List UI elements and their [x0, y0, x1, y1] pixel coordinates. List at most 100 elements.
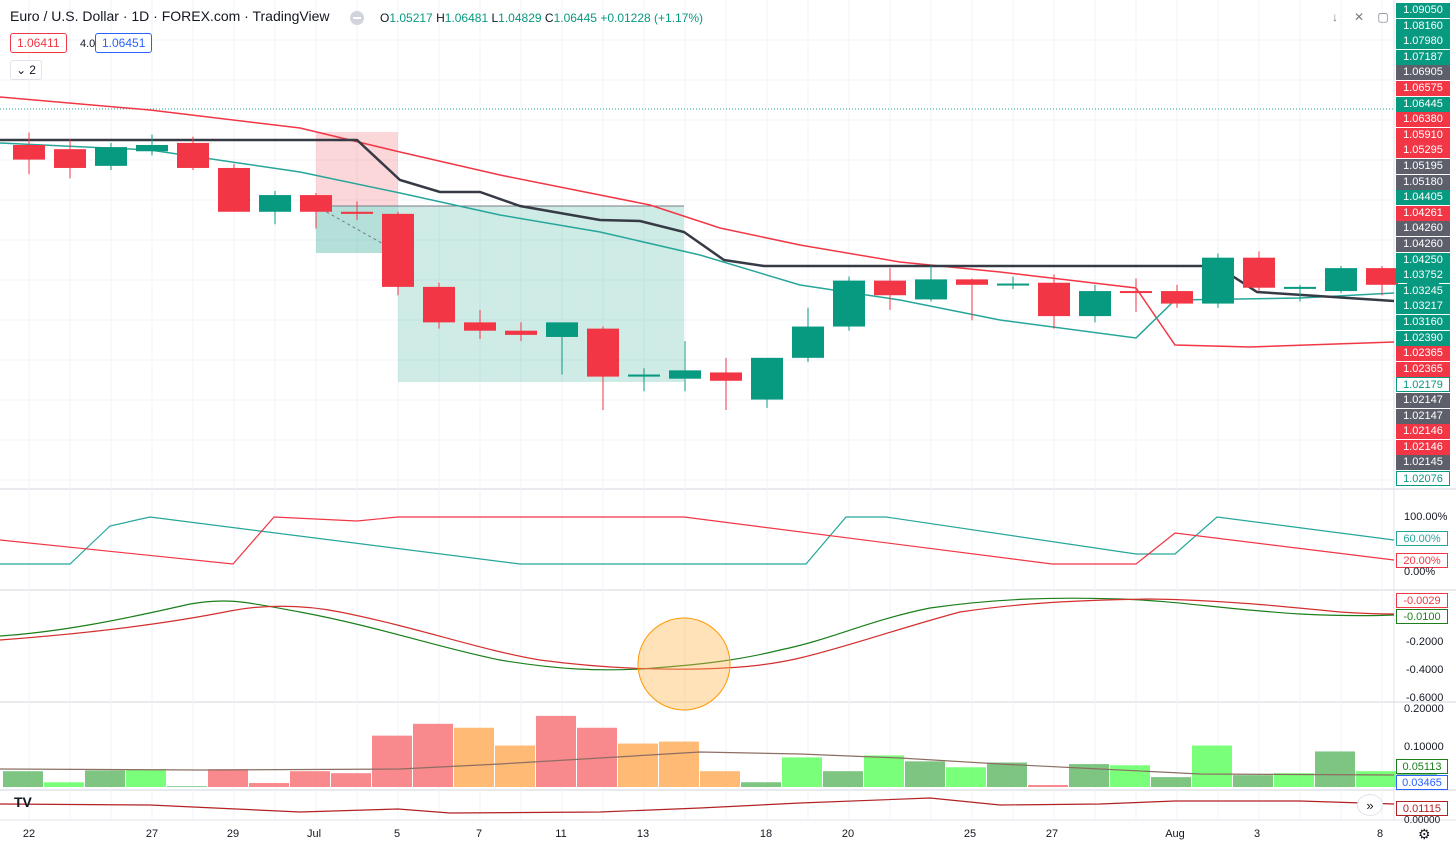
date-tick: 27	[1045, 828, 1059, 840]
volume-bar	[536, 715, 576, 787]
candle-body	[1161, 291, 1193, 304]
volume-bar	[495, 745, 535, 787]
stoch-k-line	[0, 516, 1395, 565]
candle-body	[1284, 286, 1316, 289]
candle-body	[587, 328, 619, 377]
macd-line	[0, 597, 1395, 671]
price-axis-label: 1.02390	[1396, 330, 1450, 346]
volume-bar	[659, 741, 699, 787]
arrow-down-icon[interactable]: ↓	[1332, 10, 1338, 24]
volume-bar	[208, 769, 248, 787]
date-tick: 13	[636, 828, 650, 840]
date-tick: 25	[963, 828, 977, 840]
candle-body	[136, 145, 168, 152]
toggle-visibility-icon[interactable]	[350, 11, 364, 25]
stoch-red-label: 20.00%	[1396, 553, 1448, 568]
volume-bar	[1110, 765, 1150, 787]
price-axis-label: 1.05295	[1396, 143, 1450, 159]
candle-body	[382, 213, 414, 287]
volume-bar	[1233, 775, 1273, 787]
date-tick: 27	[145, 828, 159, 840]
volume-bar	[782, 757, 822, 787]
candle-body	[300, 195, 332, 212]
volume-tick-2: 0.10000	[1404, 741, 1444, 753]
volume-bar	[1151, 777, 1191, 787]
price-axis-label: 1.03245	[1396, 283, 1450, 299]
volume-bar	[1069, 764, 1109, 787]
price-axis-label: 1.08160	[1396, 18, 1450, 34]
candle-body	[915, 279, 947, 300]
candle-body	[54, 149, 86, 168]
sell-price-button[interactable]: 1.06411	[10, 33, 67, 53]
candle-body	[13, 145, 45, 160]
tradingview-logo-icon: TV	[14, 794, 32, 810]
buy-price-button[interactable]: 1.06451	[95, 33, 153, 53]
gear-icon[interactable]: ⚙	[1418, 826, 1431, 842]
price-axis-label: 1.03217	[1396, 299, 1450, 315]
candle-body	[546, 322, 578, 337]
indicator-count: 2	[29, 63, 36, 77]
volume-bar	[167, 786, 207, 787]
price-axis-label: 1.02076	[1396, 471, 1450, 486]
macd-tick-3: -0.6000	[1406, 692, 1444, 704]
candle-body	[464, 322, 496, 331]
volume-bar	[905, 761, 945, 787]
open-value: 1.05217	[389, 11, 433, 25]
price-axis-label: 1.07187	[1396, 49, 1450, 65]
price-axis-label: 1.03752	[1396, 268, 1450, 284]
date-tick: 7	[475, 828, 483, 840]
stoch-bottom-tick: 0.00%	[1404, 566, 1436, 578]
highlight-circle	[637, 617, 731, 711]
date-tick: 11	[555, 828, 567, 840]
price-axis-label: 1.02146	[1396, 439, 1450, 455]
candle-body	[792, 326, 824, 358]
price-axis-label: 1.04405	[1396, 190, 1450, 206]
candle-body	[218, 167, 250, 212]
close-icon[interactable]: ✕	[1353, 10, 1365, 24]
volume-bar	[372, 735, 412, 787]
volume-bar	[126, 769, 166, 787]
candle-body	[874, 280, 906, 296]
volume-bar	[1315, 751, 1355, 787]
stoch-top-tick: 100.00%	[1404, 511, 1448, 523]
candle-body	[341, 211, 373, 214]
symbol-title[interactable]: Euro / U.S. Dollar · 1D · FOREX.com · Tr…	[10, 8, 330, 24]
volume-bar	[1356, 771, 1396, 787]
volume-bar	[3, 771, 43, 787]
low-label: L	[491, 11, 499, 25]
price-axis-label: 1.06575	[1396, 81, 1450, 96]
candle-body	[1366, 268, 1398, 285]
volume-bar	[618, 743, 658, 787]
teal-moving-average	[0, 142, 1395, 339]
volume-blue-label: 0.03465	[1396, 775, 1448, 790]
chevron-down-icon: ⌄	[16, 63, 27, 77]
candle-body	[423, 286, 455, 323]
volume-bar	[1274, 773, 1314, 787]
macd-tick-2: -0.4000	[1406, 664, 1444, 676]
price-axis-label: 1.04260	[1396, 237, 1450, 252]
stop-loss-zone	[316, 132, 398, 206]
maximize-icon[interactable]: ▢	[1377, 10, 1389, 24]
open-label: O	[380, 11, 390, 25]
volume-bar	[454, 727, 494, 787]
stoch-teal-label: 60.00%	[1396, 531, 1448, 546]
scroll-to-realtime-icon[interactable]: »	[1357, 794, 1383, 816]
macd-signal-label: -0.0029	[1396, 593, 1448, 608]
volume-green-label: 0.05113	[1396, 759, 1448, 774]
volume-bar	[413, 723, 453, 787]
candle-body	[1079, 291, 1111, 317]
trade-path-line	[315, 205, 386, 246]
macd-signal-line	[0, 598, 1395, 670]
price-axis-label: 1.06905	[1396, 65, 1450, 81]
collapse-indicators-button[interactable]: ⌄ 2	[10, 60, 42, 80]
stoch-d-line	[0, 516, 1395, 565]
volume-bar	[741, 782, 781, 787]
date-tick: 3	[1253, 828, 1261, 840]
macd-line-label: -0.0100	[1396, 609, 1448, 624]
close-value: 1.06445	[553, 11, 597, 25]
price-axis-label: 1.02146	[1396, 424, 1450, 440]
high-label: H	[436, 11, 445, 25]
candle-body	[1325, 268, 1357, 292]
date-tick: 20	[841, 828, 855, 840]
